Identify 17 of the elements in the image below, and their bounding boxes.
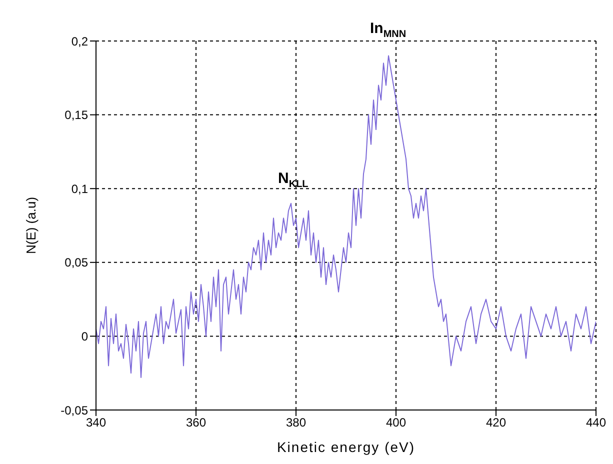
x-tick-label: 360 xyxy=(186,416,206,430)
x-tick-label: 380 xyxy=(286,416,306,430)
x-axis-title: Kinetic energy (eV) xyxy=(276,439,416,455)
y-axis-title: N(E) (a.u) xyxy=(24,196,39,254)
text: In$_{MNN}$ xyxy=(370,20,406,40)
y-tick-label: 0 xyxy=(81,329,88,344)
y-tick-label: 0,05 xyxy=(64,256,88,270)
x-tick-label: 440 xyxy=(586,416,606,430)
annotation: N$_{KLL}$ xyxy=(278,170,308,190)
y-tick-label: 0,1 xyxy=(71,182,88,196)
x-tick-label: 400 xyxy=(386,416,406,430)
y-tick-label: 0,2 xyxy=(71,34,88,48)
y-tick-label: 0,15 xyxy=(64,108,88,122)
x-tick-label: 340 xyxy=(86,416,106,430)
x-tick-label: 420 xyxy=(486,416,506,430)
y-tick-label: -0,05 xyxy=(60,403,88,418)
line-series xyxy=(96,55,596,378)
